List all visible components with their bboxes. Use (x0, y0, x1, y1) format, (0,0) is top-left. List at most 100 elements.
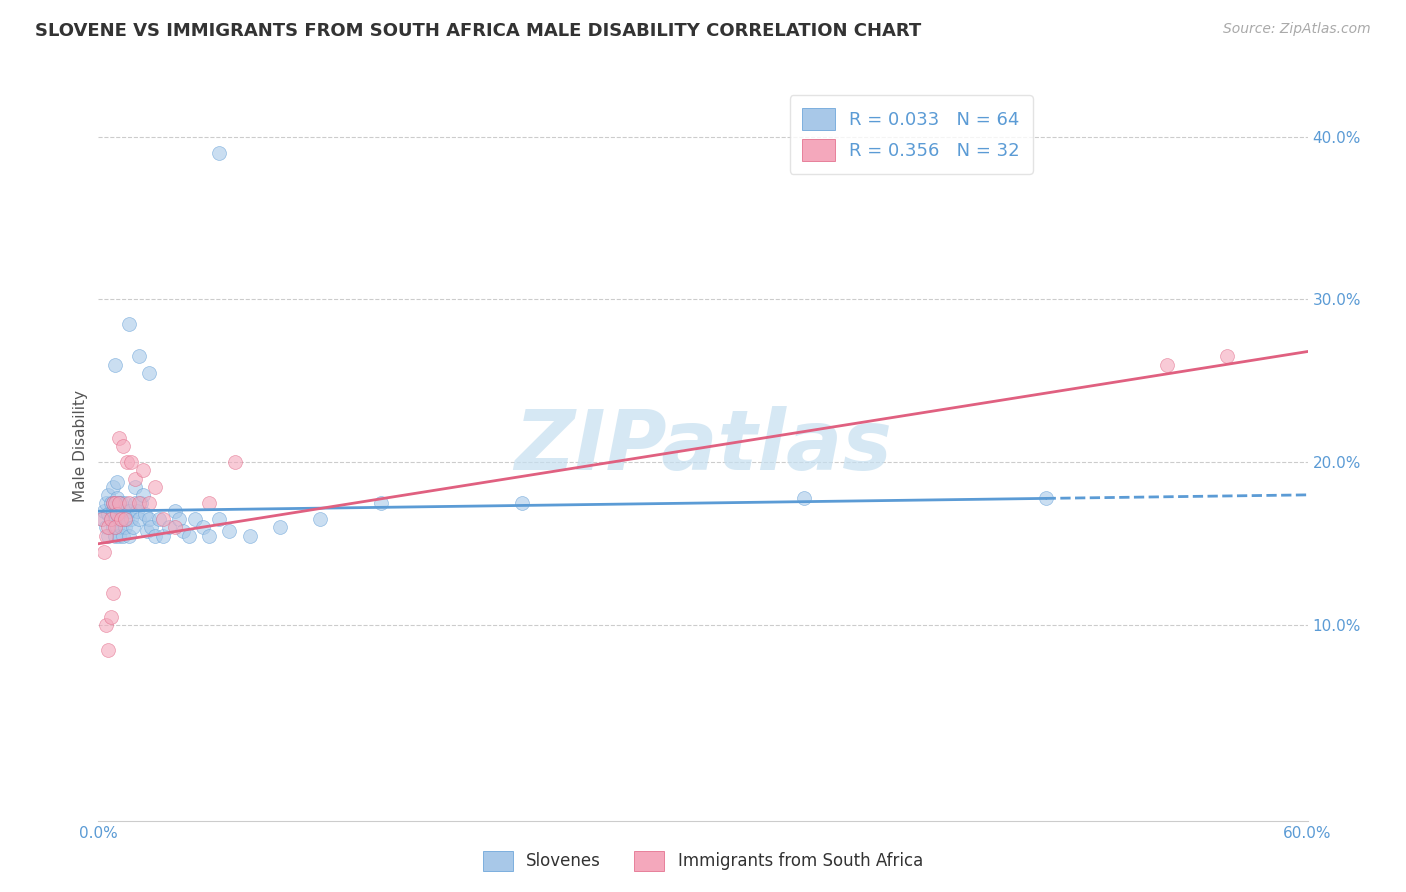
Point (101, 480, 124, 494)
Point (105, 520, 128, 534)
Point (163, 520, 186, 534)
Point (107, 512, 129, 526)
Point (129, 496, 152, 510)
Point (107, 496, 129, 510)
Point (143, 480, 166, 494)
Point (1035, 491, 1057, 505)
Y-axis label: Male Disability: Male Disability (73, 390, 89, 502)
Point (120, 512, 142, 526)
Point (110, 496, 132, 510)
Point (152, 528, 174, 542)
Point (309, 512, 332, 526)
Point (101, 520, 124, 534)
Point (124, 496, 146, 510)
Point (100, 610, 122, 624)
Point (101, 504, 124, 518)
Text: Source: ZipAtlas.com: Source: ZipAtlas.com (1223, 22, 1371, 37)
Point (100, 512, 122, 526)
Point (134, 508, 156, 522)
Point (114, 496, 136, 510)
Point (115, 455, 138, 469)
Text: ZIPatlas: ZIPatlas (515, 406, 891, 486)
Point (100, 496, 122, 510)
Point (198, 528, 221, 542)
Point (121, 520, 143, 534)
Point (96, 528, 118, 542)
Point (114, 512, 136, 526)
Point (103, 358, 125, 372)
Point (118, 496, 141, 510)
Point (105, 508, 128, 522)
Point (172, 524, 194, 538)
Point (96, 496, 118, 510)
Point (138, 512, 160, 526)
Point (139, 520, 162, 534)
Point (1156, 358, 1178, 372)
Point (198, 496, 221, 510)
Point (125, 504, 148, 518)
Point (111, 439, 134, 453)
Point (135, 524, 157, 538)
Point (128, 512, 150, 526)
Point (128, 350, 150, 364)
Point (107, 528, 129, 542)
Point (91, 512, 114, 526)
Point (103, 520, 125, 534)
Point (208, 512, 231, 526)
Point (103, 496, 125, 510)
Point (1216, 350, 1239, 364)
Point (132, 463, 155, 477)
Legend: Slovenes, Immigrants from South Africa: Slovenes, Immigrants from South Africa (475, 842, 931, 880)
Point (148, 512, 170, 526)
Point (224, 455, 246, 469)
Point (96, 520, 118, 534)
Point (152, 512, 174, 526)
Point (124, 472, 146, 486)
Point (111, 504, 134, 518)
Point (184, 512, 207, 526)
Point (120, 455, 142, 469)
Point (163, 504, 186, 518)
Point (110, 520, 132, 534)
Point (128, 496, 150, 510)
Point (118, 504, 141, 518)
Point (96, 618, 118, 632)
Point (97, 642, 120, 657)
Point (97, 488, 120, 502)
Point (97, 520, 120, 534)
Point (115, 512, 138, 526)
Point (193, 520, 215, 534)
Point (132, 488, 155, 502)
Point (93, 504, 115, 518)
Text: SLOVENE VS IMMIGRANTS FROM SOUTH AFRICA MALE DISABILITY CORRELATION CHART: SLOVENE VS IMMIGRANTS FROM SOUTH AFRICA … (35, 22, 921, 40)
Point (124, 480, 146, 494)
Point (167, 512, 190, 526)
Point (138, 496, 160, 510)
Point (114, 520, 136, 534)
Point (103, 528, 125, 542)
Point (138, 366, 160, 380)
Point (100, 512, 122, 526)
Point (105, 491, 128, 505)
Point (793, 491, 815, 505)
Point (218, 524, 240, 538)
Point (97, 528, 120, 542)
Point (179, 528, 201, 542)
Point (110, 512, 132, 526)
Point (101, 496, 124, 510)
Point (105, 475, 128, 489)
Point (101, 496, 124, 510)
Point (118, 528, 141, 542)
Point (103, 496, 125, 510)
Point (107, 496, 129, 510)
Point (208, 145, 231, 160)
Point (103, 512, 125, 526)
Point (510, 496, 533, 510)
Point (97, 508, 120, 522)
Point (157, 520, 180, 534)
Point (143, 528, 166, 542)
Point (107, 431, 129, 445)
Point (111, 528, 134, 542)
Point (93, 545, 115, 559)
Point (239, 528, 262, 542)
